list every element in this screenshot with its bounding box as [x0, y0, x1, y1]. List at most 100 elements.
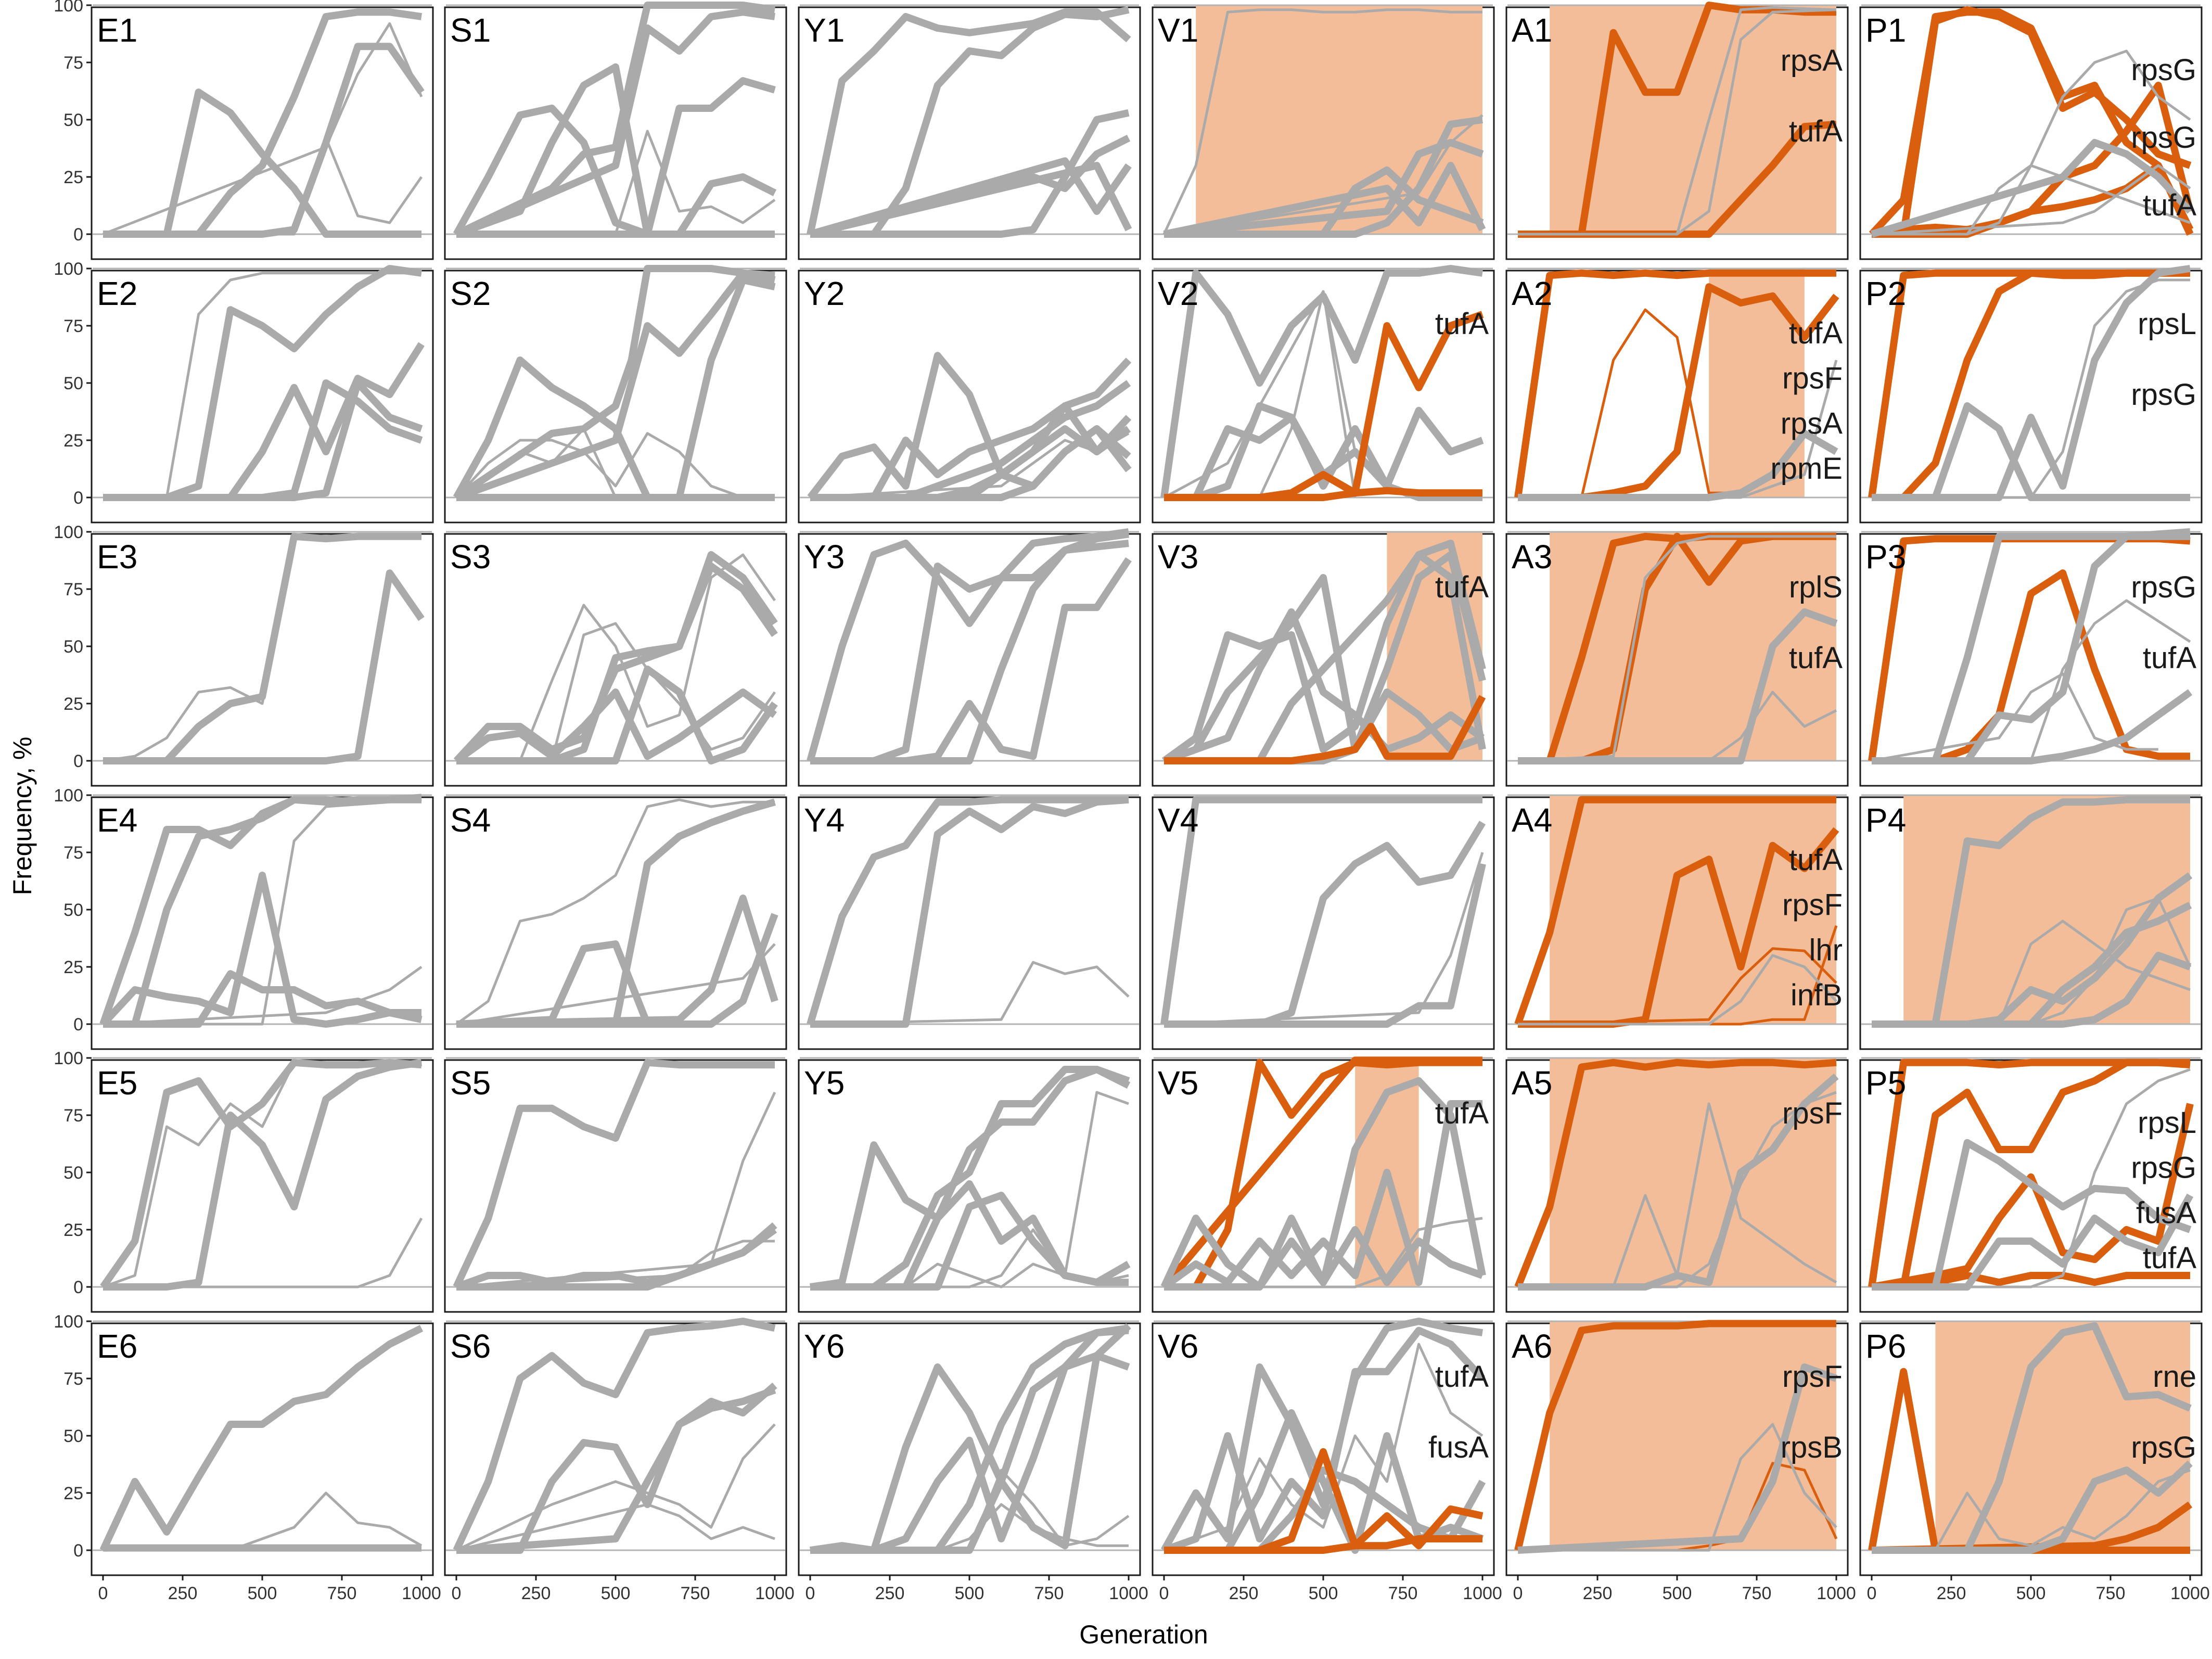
series-line-3 — [456, 1222, 777, 1291]
panel-V2: V2 tufA — [1152, 265, 1495, 524]
series-line-5 — [1872, 1469, 2191, 1552]
panel-Y3: Y3 — [798, 528, 1141, 787]
series-line-7 — [1870, 139, 2193, 238]
x-axis-title: Generation — [1079, 1620, 1208, 1649]
series-line-1 — [103, 88, 421, 238]
series-line-4 — [1518, 1091, 1837, 1288]
series-line-3 — [810, 380, 1131, 501]
series-line-6 — [1872, 1193, 2194, 1291]
panel-label: V1 — [1158, 11, 1198, 49]
x-tick-label: 0 — [1867, 1584, 1877, 1603]
series-line-7 — [1164, 1535, 1482, 1554]
series-line-2 — [1162, 1326, 1486, 1554]
panel-label: Y1 — [804, 11, 845, 49]
x-tick-label: 750 — [1034, 1584, 1064, 1603]
y-tick-label: 50 — [63, 1426, 83, 1446]
y-tick-label: 75 — [63, 580, 83, 599]
series-line-1 — [807, 796, 1129, 1025]
selection-shade — [1550, 1058, 1836, 1287]
gene-label: lhr — [1809, 933, 1843, 967]
series-line-1 — [807, 528, 1129, 762]
series-line-3 — [1517, 535, 1836, 762]
series-line-2 — [810, 796, 1129, 1028]
panel-A1: A1 rpsA tufA — [1505, 2, 1849, 260]
series-line-4 — [1163, 139, 1484, 238]
series-line-5 — [810, 1469, 1130, 1552]
series-line-5 — [809, 157, 1132, 238]
panel-frame — [1859, 533, 2203, 787]
panel-P3: P3 rpsG tufA — [1859, 528, 2203, 787]
x-tick-label: 750 — [1388, 1584, 1418, 1603]
selection-shade — [1550, 532, 1836, 761]
gene-label: rpsA — [1781, 44, 1843, 78]
series-line-4 — [1163, 290, 1357, 499]
panel-label: S4 — [450, 801, 491, 839]
series-line-3 — [1872, 1322, 2192, 1554]
series-line-7 — [1164, 487, 1482, 501]
x-tick-label: 750 — [327, 1584, 357, 1603]
panel-label: P5 — [1865, 1064, 1906, 1102]
x-tick-label: 1000 — [755, 1584, 795, 1603]
series-line-3 — [1162, 608, 1485, 764]
x-tick-label: 250 — [1229, 1584, 1259, 1603]
x-tick-label: 500 — [2016, 1584, 2046, 1603]
panel-E4: E4 0 25 50 75 100 — [54, 786, 434, 1050]
gene-label: fusA — [2136, 1196, 2196, 1230]
panel-label: E2 — [97, 275, 137, 312]
y-tick-label: 50 — [63, 637, 83, 657]
series-line-6 — [810, 1228, 1129, 1288]
series-line-5 — [1518, 954, 1837, 1026]
series-line-3 — [456, 1386, 776, 1554]
series-line-1 — [455, 798, 775, 1026]
series-line-6 — [455, 427, 648, 499]
x-tick-label: 250 — [875, 1584, 905, 1603]
series-line-4 — [810, 540, 1129, 764]
series-line-4 — [103, 136, 423, 236]
panel-label: A1 — [1512, 11, 1552, 49]
series-line-3 — [1518, 1102, 1837, 1288]
panel-S6: S6 0 250 500 750 1000 — [444, 1318, 795, 1603]
gene-label: rpsG — [2131, 1431, 2196, 1464]
series-line-2 — [810, 358, 1132, 501]
series-line-2 — [810, 1323, 1131, 1554]
series-line-3 — [103, 569, 425, 764]
series-line-6 — [1163, 114, 1484, 236]
panel-label: S2 — [450, 275, 491, 312]
series-line-4 — [456, 1091, 776, 1288]
gene-label: rpsL — [2138, 1106, 2196, 1140]
x-tick-label: 500 — [1663, 1584, 1692, 1603]
gene-label: tufA — [1789, 641, 1843, 675]
panel-label: A5 — [1512, 1064, 1552, 1102]
panel-S5: S5 — [444, 1057, 787, 1313]
series-line-4 — [1164, 1466, 1486, 1554]
panel-S3: S3 — [444, 531, 787, 787]
selection-shade — [1903, 795, 2190, 1024]
series-line-1 — [453, 1058, 775, 1288]
y-tick-label: 0 — [73, 1015, 83, 1035]
series-line-5 — [1163, 162, 1486, 238]
series-line-6 — [456, 943, 776, 1026]
gene-label: rpsF — [1782, 362, 1843, 395]
series-line-4 — [1161, 1100, 1482, 1290]
y-tick-label: 50 — [63, 900, 83, 920]
y-tick-label: 25 — [63, 694, 83, 714]
series-line-5 — [1872, 278, 2190, 499]
series-line-2 — [454, 688, 777, 764]
series-line-5 — [103, 379, 423, 501]
series-line-3 — [455, 269, 776, 501]
series-line-4 — [455, 1423, 776, 1552]
panel-label: S1 — [450, 11, 491, 49]
series-line-4 — [456, 276, 776, 501]
y-tick-label: 100 — [54, 0, 83, 16]
series-line-4 — [1518, 1423, 1837, 1552]
series-line-4 — [1163, 852, 1484, 1026]
series-line-5 — [456, 1503, 775, 1552]
gene-label: rpsG — [2131, 121, 2196, 155]
panel-label: Y3 — [804, 538, 845, 576]
panel-label: Y5 — [804, 1064, 845, 1102]
panel-V6: V6 tufA fusA 0 250 500 750 1000 — [1152, 1318, 1502, 1603]
series-line-8 — [1871, 164, 2191, 236]
panel-label: S5 — [450, 1064, 491, 1102]
